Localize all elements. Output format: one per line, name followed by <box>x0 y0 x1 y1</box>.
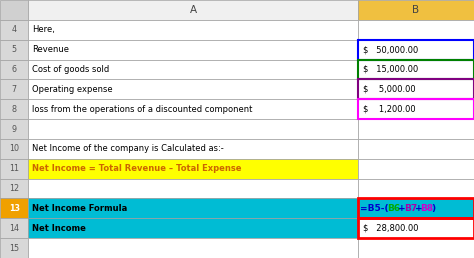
Bar <box>358 139 474 159</box>
Bar <box>358 79 474 99</box>
Bar <box>358 40 474 60</box>
Bar <box>358 218 474 238</box>
Bar <box>0 198 28 218</box>
Text: 13: 13 <box>9 204 20 213</box>
Bar <box>358 60 474 79</box>
Bar <box>28 119 358 139</box>
Bar <box>358 218 474 238</box>
Text: Operating expense: Operating expense <box>32 85 112 94</box>
Bar <box>0 119 28 139</box>
Bar <box>358 179 474 198</box>
Text: B8: B8 <box>420 204 433 213</box>
Text: $   28,800.00: $ 28,800.00 <box>363 224 418 233</box>
Text: 6: 6 <box>12 65 17 74</box>
Bar <box>28 179 358 198</box>
Text: $    1,200.00: $ 1,200.00 <box>363 105 415 114</box>
Bar <box>28 99 358 119</box>
Text: 12: 12 <box>9 184 19 193</box>
Bar <box>358 20 474 40</box>
Bar <box>358 198 474 218</box>
Bar <box>358 79 474 99</box>
Text: Cost of goods sold: Cost of goods sold <box>32 65 109 74</box>
Bar <box>358 99 474 119</box>
Text: +: + <box>398 204 406 213</box>
Bar <box>358 198 474 218</box>
Text: 14: 14 <box>9 224 19 233</box>
Text: $    5,000.00: $ 5,000.00 <box>363 85 415 94</box>
Bar <box>28 20 358 40</box>
Text: A: A <box>190 5 197 15</box>
Text: B7: B7 <box>404 204 417 213</box>
Bar <box>28 238 358 258</box>
Text: 4: 4 <box>12 25 17 34</box>
Text: 5: 5 <box>12 45 17 54</box>
Text: 11: 11 <box>9 164 19 173</box>
Text: Net Income Formula: Net Income Formula <box>32 204 127 213</box>
Bar <box>358 40 474 60</box>
Text: ): ) <box>431 204 435 213</box>
Bar <box>28 40 358 60</box>
Bar <box>358 60 474 79</box>
Bar <box>0 40 28 60</box>
Bar <box>28 79 358 99</box>
Bar <box>28 218 358 238</box>
Bar <box>0 139 28 159</box>
Bar <box>0 20 28 40</box>
Text: B6: B6 <box>387 204 401 213</box>
Text: 10: 10 <box>9 144 19 153</box>
Text: Net Income = Total Revenue – Total Expense: Net Income = Total Revenue – Total Expen… <box>32 164 241 173</box>
Text: B: B <box>412 5 419 15</box>
Bar <box>28 159 358 179</box>
Text: Net Income: Net Income <box>32 224 86 233</box>
Bar <box>0 0 28 20</box>
Bar <box>0 60 28 79</box>
Text: 15: 15 <box>9 244 19 253</box>
Text: 9: 9 <box>12 125 17 133</box>
Bar <box>0 179 28 198</box>
Text: 7: 7 <box>12 85 17 94</box>
Bar <box>358 0 474 20</box>
Text: $   15,000.00: $ 15,000.00 <box>363 65 418 74</box>
Bar <box>358 99 474 119</box>
Text: Revenue: Revenue <box>32 45 69 54</box>
Text: loss from the operations of a discounted component: loss from the operations of a discounted… <box>32 105 252 114</box>
Text: Here,: Here, <box>32 25 55 34</box>
Bar <box>28 0 358 20</box>
Text: Net Income of the company is Calculated as:-: Net Income of the company is Calculated … <box>32 144 224 153</box>
Bar <box>358 119 474 139</box>
Bar <box>0 218 28 238</box>
Bar <box>358 238 474 258</box>
Bar <box>0 159 28 179</box>
Bar <box>0 79 28 99</box>
Bar <box>0 238 28 258</box>
Text: =B5-(: =B5-( <box>360 204 389 213</box>
Bar <box>0 99 28 119</box>
Text: $   50,000.00: $ 50,000.00 <box>363 45 418 54</box>
Text: +: + <box>415 204 422 213</box>
Bar <box>28 60 358 79</box>
Bar <box>358 159 474 179</box>
Bar <box>28 198 358 218</box>
Text: 8: 8 <box>12 105 17 114</box>
Bar <box>28 139 358 159</box>
